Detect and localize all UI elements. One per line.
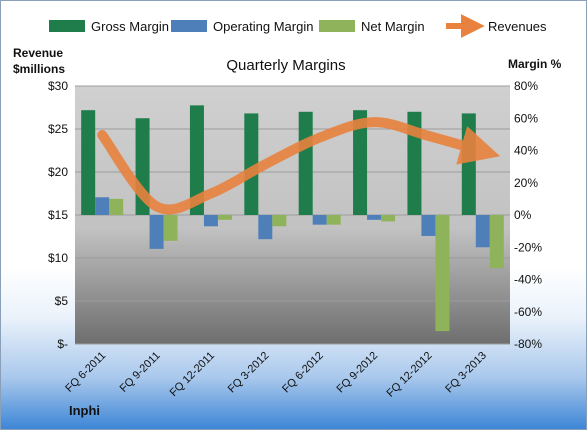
company-label: Inphi (69, 403, 100, 418)
legend-label: Net Margin (361, 19, 425, 34)
x-tick-label: FQ 12-2011 (168, 350, 217, 399)
legend-swatch (319, 20, 355, 32)
left-axis: $- $5 $10 $15 $20 $25 $30 (48, 79, 68, 351)
bar-net-margin (217, 215, 232, 220)
x-tick-label: FQ 12-2012 (385, 350, 435, 400)
right-tick-label: -60% (514, 305, 542, 319)
right-axis: -80% -60% -40% -20% 0% 20% 40% 60% 80% (514, 79, 542, 351)
x-tick-label: FQ 9-2011 (118, 350, 163, 395)
x-tick-label: FQ 6-2011 (63, 350, 108, 395)
bar-operating-margin (149, 215, 164, 249)
legend-label: Gross Margin (91, 19, 169, 34)
legend-label: Revenues (488, 19, 547, 34)
revenue-line (97, 117, 501, 215)
left-tick-label: $- (57, 337, 68, 351)
x-tick-label: FQ 3-2012 (226, 350, 272, 396)
legend-swatch (171, 20, 207, 32)
revenues-line (97, 117, 501, 215)
bar-operating-margin (421, 215, 436, 236)
bar-gross-margin (189, 105, 204, 215)
right-tick-label: 80% (514, 79, 538, 93)
right-tick-label: 0% (514, 208, 532, 222)
legend-swatch (49, 20, 85, 32)
bar-operating-margin (203, 215, 218, 227)
bar-operating-margin (95, 197, 110, 215)
bar-operating-margin (367, 215, 382, 220)
right-tick-label: 60% (514, 111, 538, 125)
right-tick-label: -40% (514, 273, 542, 287)
right-tick-label: -20% (514, 240, 542, 254)
x-tick-label: FQ 6-2012 (280, 350, 326, 396)
bar-gross-margin (244, 113, 259, 215)
left-axis-label-line-1: Revenue (13, 46, 63, 60)
right-axis-label: Margin % (508, 57, 562, 71)
bar-gross-margin (461, 113, 476, 215)
chart-title: Quarterly Margins (226, 57, 345, 74)
bar-net-margin (489, 215, 504, 269)
legend-label: Operating Margin (213, 19, 313, 34)
left-tick-label: $5 (55, 294, 69, 308)
bar-operating-margin (258, 215, 273, 240)
bar-net-margin (163, 215, 178, 241)
bar-net-margin (326, 215, 341, 225)
left-tick-label: $15 (48, 208, 68, 222)
left-tick-label: $10 (48, 251, 68, 265)
gridlines (75, 85, 510, 345)
bar-net-margin (435, 215, 450, 332)
x-tick-label: FQ 3-2013 (443, 350, 489, 396)
left-tick-label: $25 (48, 122, 68, 136)
right-tick-label: -80% (514, 337, 542, 351)
left-axis-label-line-2: $millions (13, 62, 65, 76)
bar-net-margin (109, 198, 124, 215)
bar-gross-margin (81, 110, 96, 215)
bar-net-margin (272, 215, 287, 227)
bar-gross-margin (353, 110, 368, 215)
x-axis: FQ 6-2011 FQ 9-2011 FQ 12-2011 FQ 3-2012 FQ … (63, 350, 489, 400)
left-tick-label: $20 (48, 165, 68, 179)
bar-operating-margin (475, 215, 490, 248)
bar-gross-margin (298, 111, 313, 215)
bar-operating-margin (312, 215, 327, 225)
right-tick-label: 20% (514, 176, 538, 190)
right-tick-label: 40% (514, 144, 538, 158)
legend: Gross Margin Operating Margin Net Margin Re… (49, 14, 547, 38)
x-tick-label: FQ 9-2012 (335, 350, 381, 396)
bar-net-margin (381, 215, 396, 222)
left-tick-label: $30 (48, 79, 68, 93)
